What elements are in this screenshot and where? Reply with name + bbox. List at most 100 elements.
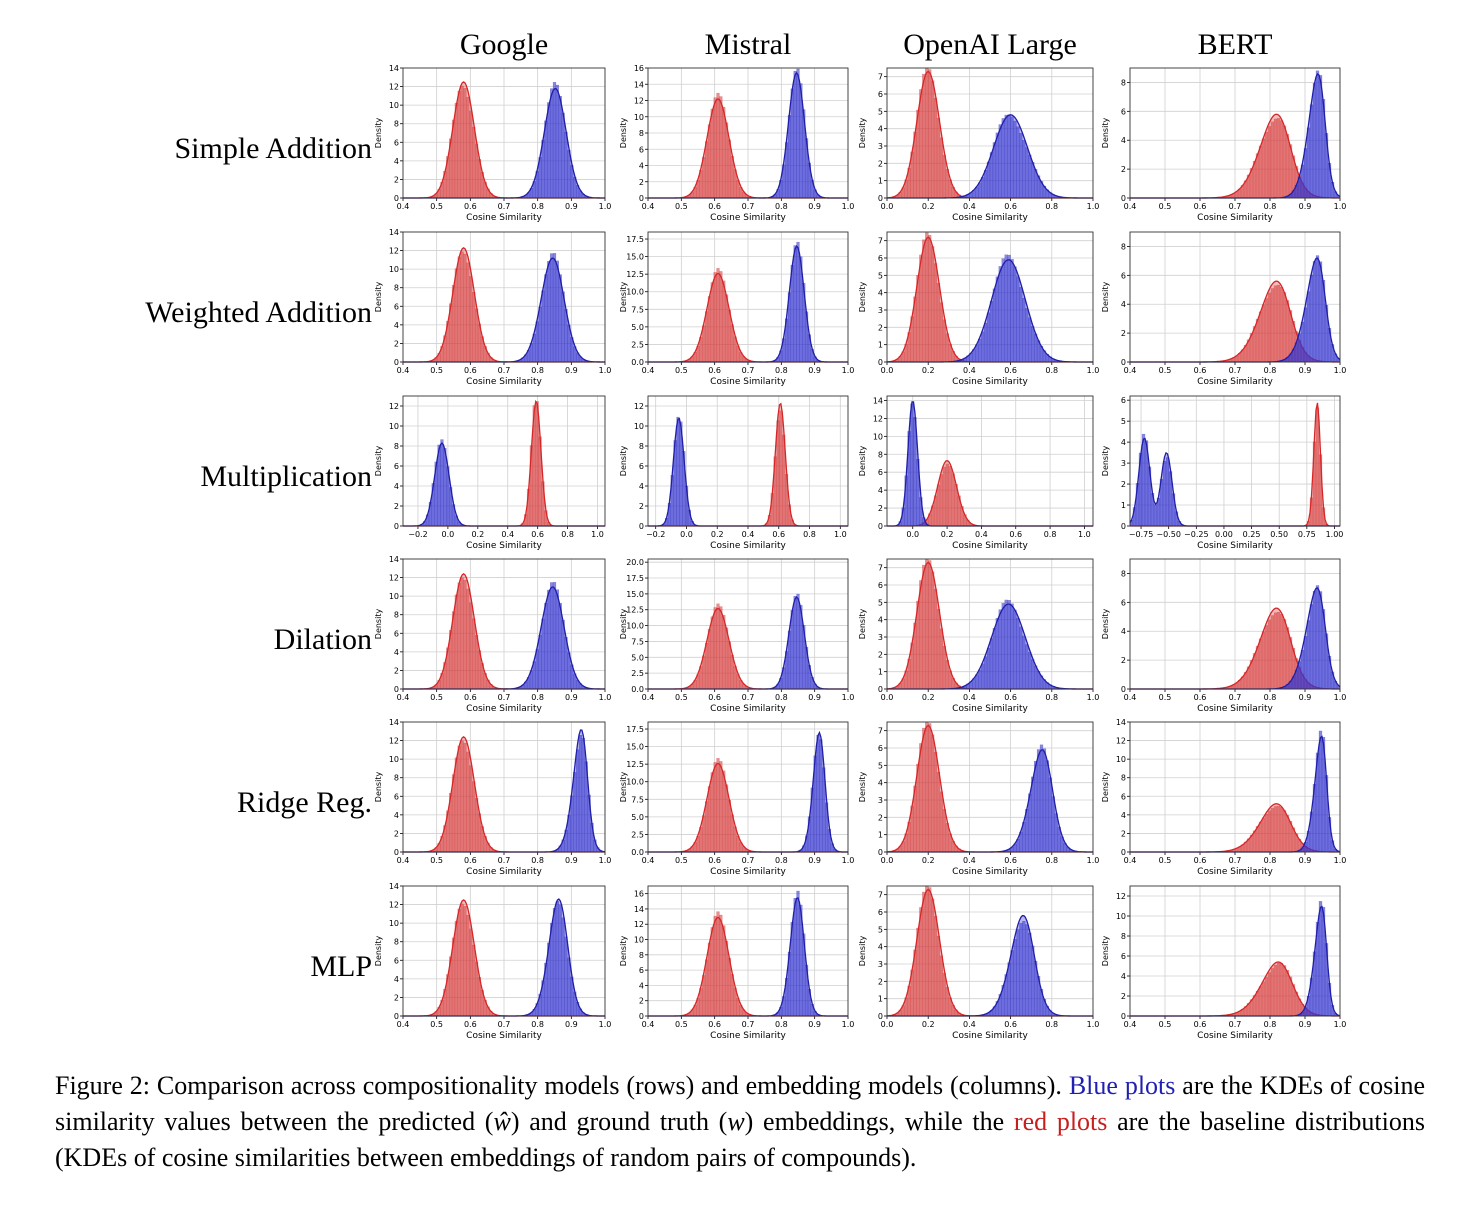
- x-tick-label: 0.4: [397, 856, 410, 865]
- x-tick-label: 1.0: [1087, 693, 1100, 702]
- y-tick-label: 2: [878, 323, 883, 332]
- x-tick-label: 0.6: [464, 856, 477, 865]
- x-tick-label: 0.4: [963, 366, 976, 375]
- y-tick-label: 3: [878, 306, 883, 315]
- y-axis-label: Density: [374, 609, 383, 640]
- x-tick-label: 0.9: [565, 366, 578, 375]
- y-tick-label: 0: [878, 685, 883, 694]
- x-tick-label: 0.5: [1159, 202, 1172, 211]
- x-tick-label: 0.6: [772, 530, 785, 539]
- x-tick-label: 0.9: [1299, 693, 1312, 702]
- y-tick-label: 2: [878, 813, 883, 822]
- x-tick-label: 0.6: [1004, 693, 1017, 702]
- x-tick-label: 0.4: [975, 530, 988, 539]
- baseline-kde-area: [1130, 962, 1340, 1016]
- x-tick-label: 1.0: [599, 202, 612, 211]
- y-axis-label: Density: [374, 282, 383, 313]
- y-tick-label: 0: [394, 522, 399, 531]
- y-tick-label: 7: [878, 237, 883, 246]
- y-tick-label: 5.0: [631, 653, 644, 662]
- x-tick-label: 0.6: [1004, 1020, 1017, 1029]
- predicted-kde-area: [887, 401, 1093, 526]
- y-tick-label: 1: [878, 177, 883, 186]
- y-tick-label: 8: [878, 450, 883, 459]
- y-axis-label: Density: [619, 282, 628, 313]
- x-tick-label: 0.2: [922, 202, 935, 211]
- x-tick-label: 0.4: [642, 1020, 655, 1029]
- y-tick-label: 1: [1121, 501, 1126, 510]
- y-tick-label: 4: [639, 162, 644, 171]
- axes-frame: [1129, 231, 1341, 363]
- x-tick-label: 0.6: [1009, 530, 1022, 539]
- y-tick-label: 2: [878, 977, 883, 986]
- y-tick-label: 2: [1121, 829, 1126, 838]
- predicted-kde-area: [403, 899, 605, 1016]
- y-tick-label: 14: [873, 396, 883, 405]
- y-tick-label: 7.5: [631, 305, 644, 314]
- x-axis-label: Cosine Similarity: [466, 867, 542, 877]
- y-tick-label: 4: [394, 648, 399, 657]
- x-tick-label: 0.00: [1215, 530, 1233, 539]
- y-tick-label: 12: [389, 83, 399, 92]
- subplot: −0.2 0.0 0.2 0.4 0.6 0.8 1.0 0 2 4 6 8 10 12 Cosine Si…: [374, 395, 606, 551]
- y-tick-label: 10: [634, 936, 644, 945]
- subplot: 0.4 0.5 0.6 0.7 0.8 0.9 1.0 0 2 4 6 8 10 12 14 16 Cosine…: [619, 64, 854, 223]
- axes-frame: [1129, 395, 1341, 527]
- x-tick-label: 0.9: [808, 1020, 821, 1029]
- x-tick-label: 0.7: [498, 693, 511, 702]
- x-tick-label: 0.7: [1229, 366, 1242, 375]
- x-tick-label: 0.8: [775, 1020, 788, 1029]
- y-axis-label: Density: [374, 446, 383, 477]
- y-tick-label: 4: [878, 289, 883, 298]
- x-tick-label: 0.2: [922, 693, 935, 702]
- y-tick-label: 2: [1121, 480, 1126, 489]
- x-axis-label: Cosine Similarity: [466, 704, 542, 714]
- y-tick-label: 6: [394, 792, 399, 801]
- baseline-kde-area: [1130, 402, 1340, 526]
- y-tick-label: 0: [394, 848, 399, 857]
- x-tick-label: 1.0: [1078, 530, 1091, 539]
- x-tick-label: 0.9: [565, 1020, 578, 1029]
- subplot: 0.4 0.5 0.6 0.7 0.8 0.9 1.0 0 2 4 6 8 Cosine Similar…: [1101, 67, 1346, 223]
- y-tick-label: 2: [1121, 992, 1126, 1001]
- x-tick-label: 0.9: [1299, 202, 1312, 211]
- x-tick-label: 0.4: [963, 856, 976, 865]
- x-tick-label: 0.8: [775, 856, 788, 865]
- y-tick-label: 17.5: [626, 725, 644, 734]
- y-tick-label: 10: [389, 265, 399, 274]
- x-tick-label: 0.5: [430, 856, 443, 865]
- y-tick-label: 3: [1121, 459, 1126, 468]
- y-tick-label: 3: [878, 796, 883, 805]
- x-tick-label: 1.0: [1334, 366, 1347, 375]
- row-label: Ridge Reg.: [237, 785, 372, 819]
- y-tick-label: 6: [639, 966, 644, 975]
- row-label: Simple Addition: [174, 131, 372, 165]
- y-tick-label: 7.5: [631, 637, 644, 646]
- y-tick-label: 6: [878, 908, 883, 917]
- y-tick-label: 8: [394, 611, 399, 620]
- x-tick-label: 0.4: [397, 366, 410, 375]
- x-axis-label: Cosine Similarity: [1197, 867, 1273, 877]
- y-axis-label: Density: [619, 609, 628, 640]
- y-axis-label: Density: [1101, 118, 1110, 149]
- subplot: 0.0 0.2 0.4 0.6 0.8 1.0 0 1 2 3 4 5 6 7 Cosine Similar…: [858, 885, 1099, 1041]
- y-tick-label: 12.5: [626, 760, 644, 769]
- y-tick-label: 2: [394, 666, 399, 675]
- x-tick-label: 0.6: [1194, 856, 1207, 865]
- x-tick-label: 0.7: [1229, 1020, 1242, 1029]
- y-tick-label: 0: [878, 1012, 883, 1021]
- x-axis-label: Cosine Similarity: [1197, 541, 1273, 551]
- y-tick-label: 0: [878, 194, 883, 203]
- x-tick-label: 0.8: [531, 856, 544, 865]
- x-tick-label: 0.6: [1194, 693, 1207, 702]
- x-tick-label: −0.75: [1129, 530, 1154, 539]
- y-tick-label: 12: [389, 901, 399, 910]
- x-tick-label: 0.5: [675, 856, 688, 865]
- y-axis-label: Density: [374, 118, 383, 149]
- subplot: 0.0 0.2 0.4 0.6 0.8 1.0 0 1 2 3 4 5 6 7 Cosine Similar…: [858, 558, 1100, 714]
- predicted-kde-area: [403, 258, 605, 362]
- x-tick-label: 0.4: [501, 530, 514, 539]
- y-axis-label: Density: [1101, 609, 1110, 640]
- caption-w: w: [727, 1107, 745, 1136]
